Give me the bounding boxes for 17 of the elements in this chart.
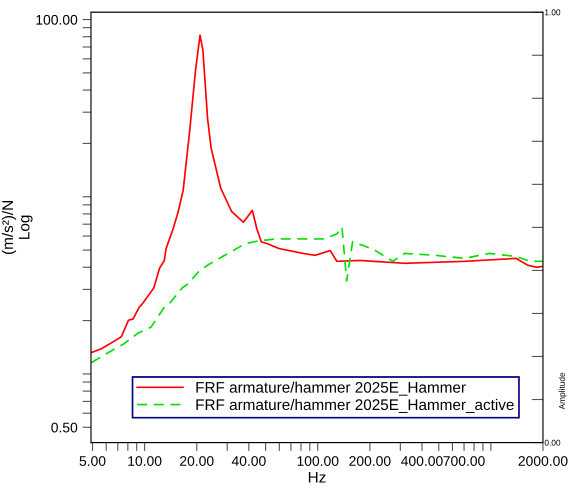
y-axis-title: (m/s²)/N Log — [2, 201, 33, 254]
x-axis-title: Hz — [308, 472, 326, 483]
legend-label: FRF armature/hammer 2025E_Hammer — [196, 382, 466, 396]
x-tick-label: 5.00 — [80, 456, 106, 466]
x-tick-label: 100.00 — [298, 456, 338, 466]
y2-tick-label: 1.00 — [545, 9, 560, 16]
x-tick-label: 400.00 — [401, 456, 443, 466]
x-tick-label: 10.00 — [128, 456, 162, 466]
x-tick-label: 20.00 — [180, 456, 214, 466]
x-tick-label: 2000.00 — [518, 456, 568, 466]
x-tick-label: 40.00 — [232, 456, 266, 466]
x-tick-label: 200.00 — [349, 456, 391, 466]
legend-label: FRF armature/hammer 2025E_Hammer_active — [196, 398, 514, 413]
y-tick-label: 0.50 — [51, 422, 78, 432]
x-tick-label: 700.00 — [444, 456, 485, 466]
y2-tick-label: 0.00 — [544, 440, 560, 446]
y2-axis-title: Amplitude — [558, 372, 567, 410]
